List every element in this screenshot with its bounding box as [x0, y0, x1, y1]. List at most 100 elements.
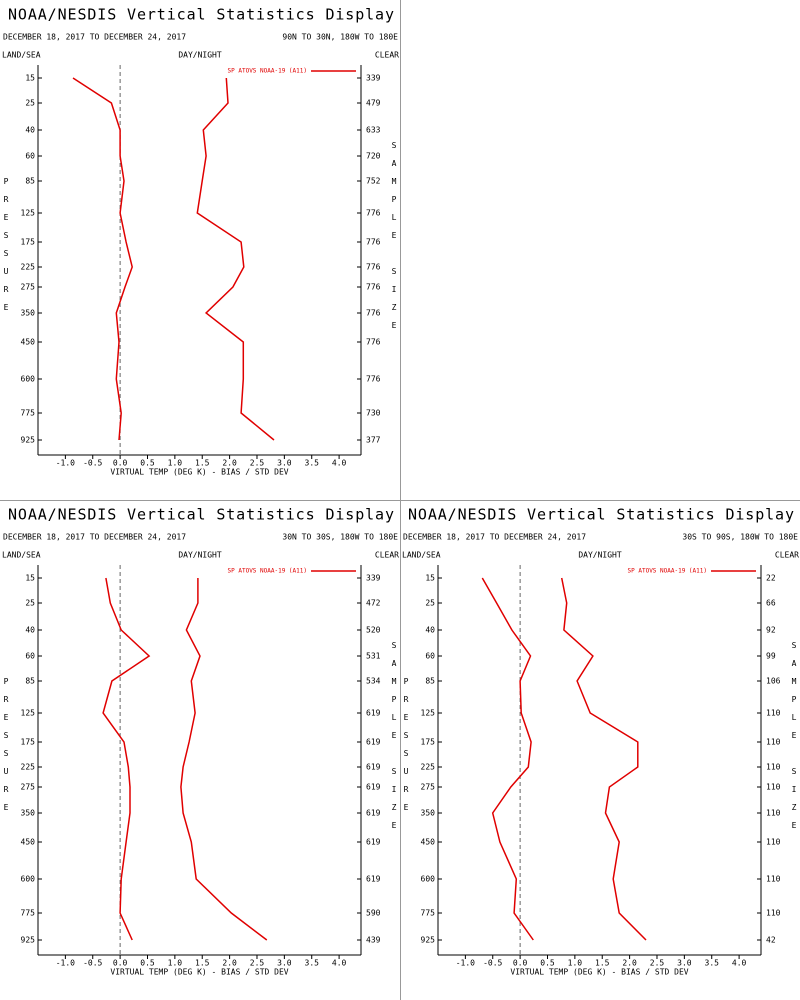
sample-size: 520	[366, 626, 381, 635]
sample-size: 776	[366, 309, 381, 318]
bias-line	[102, 577, 151, 941]
x-tick-label: 0.5	[140, 959, 155, 968]
y-tick-label: 85	[25, 177, 35, 186]
std-dev-line	[180, 578, 268, 941]
x-tick-label: 2.0	[222, 959, 237, 968]
x-tick-label: -0.5	[83, 959, 102, 968]
x-tick-label: 3.5	[305, 459, 320, 468]
x-tick-label: 0.0	[113, 459, 128, 468]
y-tick-label: 775	[421, 909, 436, 918]
y-tick-label: 275	[421, 783, 436, 792]
y-tick-label: 125	[421, 709, 436, 718]
sample-size: 22	[766, 574, 776, 583]
sample-size: 730	[366, 409, 381, 418]
region: 30S TO 90S, 180W TO 180E	[682, 533, 798, 542]
y-tick-label: 15	[425, 574, 435, 583]
sample-size: 619	[366, 738, 381, 747]
y-tick-label: 85	[25, 677, 35, 686]
y-tick-label: 125	[21, 209, 36, 218]
x-tick-label: 3.0	[677, 959, 692, 968]
y-tick-label: 450	[21, 838, 36, 847]
y-tick-label: 925	[21, 936, 36, 945]
y-tick-label: 275	[21, 783, 36, 792]
day-night: DAY/NIGHT	[578, 551, 622, 560]
y-tick-label: 175	[421, 738, 436, 747]
sample-size: 776	[366, 375, 381, 384]
sample-size: 42	[766, 936, 776, 945]
y-tick-label: 225	[21, 763, 36, 772]
y-tick-label: 350	[21, 809, 36, 818]
y-tick-label: 175	[21, 738, 36, 747]
y-tick-label: 775	[21, 409, 36, 418]
std-dev-line	[560, 577, 647, 941]
y-tick-label: 450	[421, 838, 436, 847]
sample-size: 479	[366, 99, 381, 108]
x-tick-label: 4.0	[332, 959, 347, 968]
title: NOAA/NESDIS Vertical Statistics Display	[8, 506, 394, 524]
x-tick-label: 0.5	[140, 459, 155, 468]
y-tick-label: 15	[25, 574, 35, 583]
day-night: DAY/NIGHT	[178, 51, 222, 60]
x-tick-label: 3.0	[277, 959, 292, 968]
x-tick-label: 2.5	[250, 459, 265, 468]
sample-size: 110	[766, 709, 781, 718]
title: NOAA/NESDIS Vertical Statistics Display	[8, 6, 394, 24]
y-tick-label: 40	[425, 626, 435, 635]
x-tick-label: -0.5	[483, 959, 502, 968]
sample-size: 619	[366, 838, 381, 847]
sample-size: 106	[766, 677, 781, 686]
y2-axis-label: SAMPLE SIZE	[390, 141, 399, 339]
sample-size: 110	[766, 809, 781, 818]
sample-size: 752	[366, 177, 381, 186]
y-tick-label: 60	[25, 152, 35, 161]
x-tick-label: 0.0	[113, 959, 128, 968]
bias-line	[72, 77, 133, 441]
y-tick-label: 225	[421, 763, 436, 772]
x-tick-label: 2.5	[250, 959, 265, 968]
y-axis-label: PRESSURE	[2, 177, 11, 321]
region: 90N TO 30N, 180W TO 180E	[282, 33, 398, 42]
sample-size: 377	[366, 436, 381, 445]
x-tick-label: 1.0	[168, 459, 183, 468]
sample-size: 776	[366, 209, 381, 218]
sample-size: 776	[366, 263, 381, 272]
sample-size: 110	[766, 838, 781, 847]
y-tick-label: 275	[21, 283, 36, 292]
x-tick-label: 0.0	[513, 959, 528, 968]
title: NOAA/NESDIS Vertical Statistics Display	[408, 506, 794, 524]
y-tick-label: 85	[425, 677, 435, 686]
sample-size: 619	[366, 763, 381, 772]
x-tick-label: 2.0	[622, 959, 637, 968]
sample-size: 619	[366, 875, 381, 884]
sample-size: 439	[366, 936, 381, 945]
sample-size: 66	[766, 599, 776, 608]
x-axis-label: VIRTUAL TEMP (DEG K) - BIAS / STD DEV	[510, 968, 688, 977]
y-tick-label: 40	[25, 626, 35, 635]
y-tick-label: 15	[25, 74, 35, 83]
legend-label: SP ATOVS NOAA-19 (A11)	[628, 568, 707, 575]
sample-size: 633	[366, 126, 381, 135]
sample-size: 619	[366, 709, 381, 718]
land-sea: LAND/SEA	[2, 551, 41, 560]
legend-label: SP ATOVS NOAA-19 (A11)	[228, 68, 307, 75]
sample-size: 110	[766, 875, 781, 884]
y-tick-label: 775	[21, 909, 36, 918]
std-dev-line	[196, 77, 275, 441]
y-tick-label: 60	[425, 652, 435, 661]
y-tick-label: 600	[421, 875, 436, 884]
region: 30N TO 30S, 180W TO 180E	[282, 533, 398, 542]
day-night: DAY/NIGHT	[178, 551, 222, 560]
sample-size: 720	[366, 152, 381, 161]
x-tick-label: 4.0	[732, 959, 747, 968]
x-tick-label: 2.0	[222, 459, 237, 468]
legend-label: SP ATOVS NOAA-19 (A11)	[228, 568, 307, 575]
x-tick-label: 1.0	[168, 959, 183, 968]
y-tick-label: 350	[421, 809, 436, 818]
sample-size: 99	[766, 652, 776, 661]
sample-size: 776	[366, 283, 381, 292]
x-tick-label: -1.0	[56, 959, 75, 968]
y-tick-label: 125	[21, 709, 36, 718]
date-range: DECEMBER 18, 2017 TO DECEMBER 24, 2017	[3, 533, 186, 542]
sample-size: 110	[766, 783, 781, 792]
